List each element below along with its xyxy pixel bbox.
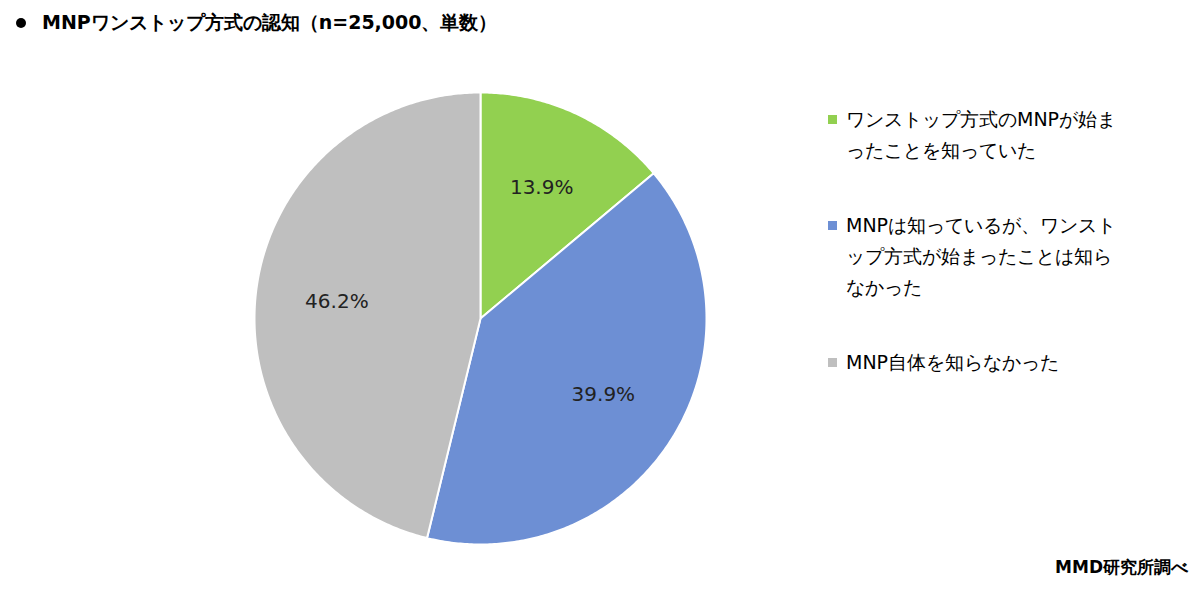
html-text:MMD研究所調べ: MMD研究所調べ (1055, 557, 1188, 577)
svg-text:39.9%: 39.9% (572, 382, 636, 406)
svg-text:46.2%: 46.2% (305, 289, 369, 313)
svg-text:13.9%: 13.9% (510, 175, 574, 199)
html-text:ワンストップ方式のMNPが始まったことを知っていた: ワンストップ方式のMNPが始まったことを知っていた (846, 108, 1117, 161)
html-text:MNPは知っているが、ワンストップ方式が始まったことは知らな: MNPは知っているが、ワンストップ方式が始まったことは知らなかった (846, 214, 1117, 298)
html-text:MNP自体を知らなかった: MNP自体を知らなかった (846, 351, 1060, 373)
html-text:MNPワンストップ方式の認知（n=25,000、単数）: MNPワンストップ方式の認知（n=25,000、単数） (42, 11, 498, 33)
